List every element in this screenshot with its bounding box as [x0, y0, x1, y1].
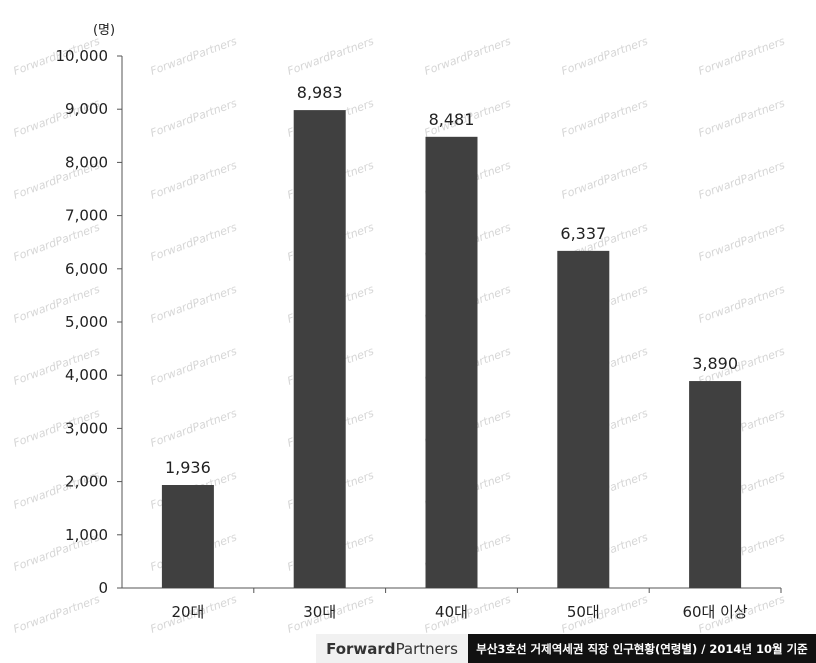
y-tick-label: 7,000 [65, 207, 108, 225]
watermark-text: ForwardPartners [697, 34, 787, 77]
watermark-text: ForwardPartners [423, 34, 513, 77]
brand-logo: Forward Partners [316, 634, 468, 663]
x-category-label: 60대 이상 [682, 603, 747, 621]
data-label: 1,936 [165, 458, 211, 477]
watermark-text: ForwardPartners [286, 34, 376, 77]
footer-caption: 부산3호선 거제역세권 직장 인구현황(연령별) / 2014년 10월 기준 [468, 634, 816, 663]
y-tick-label: 9,000 [65, 100, 108, 118]
bar [557, 250, 610, 589]
watermark-text: ForwardPartners [149, 344, 239, 387]
watermark-text: ForwardPartners [560, 96, 650, 139]
y-tick-label: 0 [98, 579, 108, 597]
y-tick-label: 4,000 [65, 366, 108, 384]
x-category-label: 50대 [567, 603, 600, 621]
bar [293, 110, 346, 588]
y-tick-label: 8,000 [65, 153, 108, 171]
y-tick-label: 1,000 [65, 526, 108, 544]
watermark-text: ForwardPartners [560, 34, 650, 77]
y-tick-label: 5,000 [65, 313, 108, 331]
brand-logo-light: Partners [395, 639, 458, 658]
data-label: 8,481 [429, 110, 475, 129]
watermark-text: ForwardPartners [149, 158, 239, 201]
data-label: 8,983 [297, 83, 343, 102]
y-tick-label: 6,000 [65, 260, 108, 278]
x-category-label: 40대 [435, 603, 468, 621]
watermark-text: ForwardPartners [149, 406, 239, 449]
brand-logo-bold: Forward [326, 639, 396, 658]
watermark-text: ForwardPartners [149, 34, 239, 77]
watermark-text: ForwardPartners [697, 220, 787, 263]
data-label: 6,337 [560, 224, 606, 243]
y-tick-label: 3,000 [65, 419, 108, 437]
bar [689, 381, 742, 588]
watermark-text: ForwardPartners [697, 282, 787, 325]
footer-banner: Forward Partners 부산3호선 거제역세권 직장 인구현황(연령별… [316, 634, 816, 663]
watermark-text: ForwardPartners [697, 96, 787, 139]
y-tick-label: 10,000 [56, 47, 109, 65]
x-category-label: 20대 [171, 603, 204, 621]
watermark-text: ForwardPartners [697, 158, 787, 201]
watermark-text: ForwardPartners [149, 96, 239, 139]
bar [425, 136, 478, 589]
data-label: 3,890 [692, 354, 738, 373]
watermark-layer: ForwardPartners ForwardPartners ForwardPar… [12, 34, 787, 635]
watermark-text: ForwardPartners [149, 282, 239, 325]
y-axis-unit-label: (명) [93, 23, 115, 38]
watermark-text: ForwardPartners [12, 220, 102, 263]
watermark-text: ForwardPartners [560, 158, 650, 201]
x-category-label: 30대 [303, 603, 336, 621]
y-tick-label: 2,000 [65, 473, 108, 491]
bar [161, 485, 214, 588]
watermark-text: ForwardPartners [12, 592, 102, 635]
watermark-text: ForwardPartners [149, 220, 239, 263]
